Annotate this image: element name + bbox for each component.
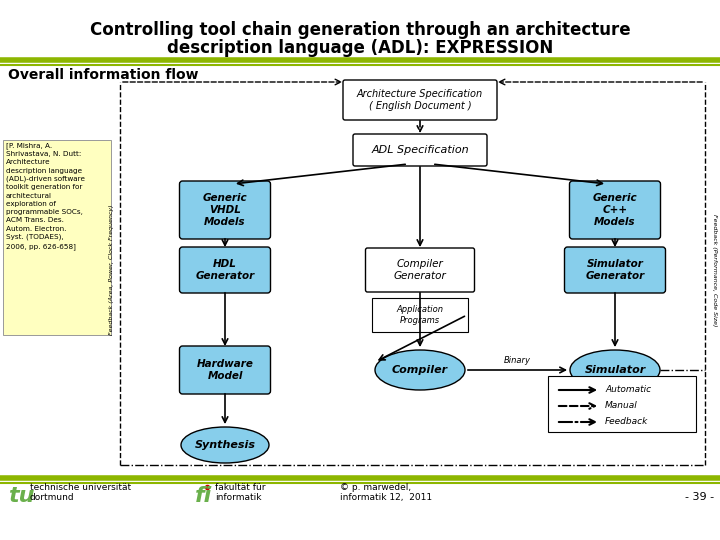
Text: Synthesis: Synthesis [194,440,256,450]
Text: fi: fi [195,486,212,506]
Text: tu: tu [8,486,35,506]
FancyBboxPatch shape [3,140,111,335]
Text: Simulator
Generator: Simulator Generator [585,259,644,281]
Text: ADL Specification: ADL Specification [372,145,469,155]
Text: Generic
C++
Models: Generic C++ Models [593,193,637,227]
Ellipse shape [181,427,269,463]
Text: Manual: Manual [605,402,638,410]
FancyBboxPatch shape [353,134,487,166]
Text: informatik 12,  2011: informatik 12, 2011 [340,493,432,502]
FancyBboxPatch shape [564,247,665,293]
Text: Feedback (Area, Power, Clock Frequency): Feedback (Area, Power, Clock Frequency) [109,205,114,335]
Text: Generic
VHDL
Models: Generic VHDL Models [203,193,247,227]
Text: [P. Mishra, A.
Shrivastava, N. Dutt:
Architecture
description language
(ADL)-dri: [P. Mishra, A. Shrivastava, N. Dutt: Arc… [6,142,85,249]
Ellipse shape [375,350,465,390]
Text: Binary: Binary [503,356,531,365]
Text: description language (ADL): EXPRESSION: description language (ADL): EXPRESSION [167,39,553,57]
Text: fakultät für: fakultät für [215,483,266,492]
Text: HDL
Generator: HDL Generator [195,259,255,281]
FancyBboxPatch shape [179,346,271,394]
Text: Overall information flow: Overall information flow [8,68,199,82]
FancyBboxPatch shape [179,181,271,239]
Text: dortmund: dortmund [30,493,75,502]
Ellipse shape [570,350,660,390]
Text: informatik: informatik [215,493,261,502]
FancyBboxPatch shape [570,181,660,239]
FancyBboxPatch shape [548,376,696,432]
Text: Hardware
Model: Hardware Model [197,359,253,381]
Text: Compiler
Generator: Compiler Generator [394,259,446,281]
FancyBboxPatch shape [179,247,271,293]
FancyBboxPatch shape [366,248,474,292]
Text: © p. marwedel,: © p. marwedel, [340,483,411,492]
Text: Feedback: Feedback [605,417,649,427]
Text: Compiler: Compiler [392,365,448,375]
Text: Feedback (Performance, Code Size): Feedback (Performance, Code Size) [711,214,716,326]
Text: technische universität: technische universität [30,483,131,492]
FancyBboxPatch shape [372,298,468,332]
Text: Architecture Specification
( English Document ): Architecture Specification ( English Doc… [357,89,483,111]
Text: - 39 -: - 39 - [685,492,714,502]
Text: Application
Programs: Application Programs [397,305,444,325]
Text: Automatic: Automatic [605,386,651,395]
FancyBboxPatch shape [343,80,497,120]
Text: Simulator: Simulator [585,365,646,375]
Text: Controlling tool chain generation through an architecture: Controlling tool chain generation throug… [90,21,630,39]
